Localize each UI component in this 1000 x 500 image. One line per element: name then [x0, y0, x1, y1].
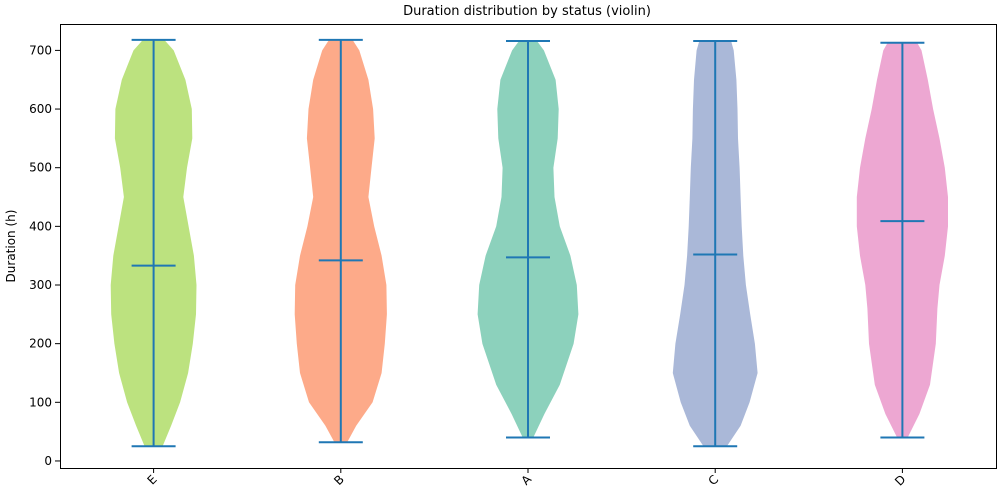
- x-tick-label: D: [892, 472, 908, 488]
- x-tick-label: C: [705, 472, 721, 488]
- y-axis: 0 100 200 300 400 500 600 700: [29, 43, 60, 468]
- y-tick-label: 600: [29, 102, 52, 116]
- y-axis-label: Duration (h): [4, 210, 18, 283]
- y-tick-label: 0: [44, 454, 52, 468]
- y-tick-label: 200: [29, 337, 52, 351]
- x-tick-label: E: [144, 472, 159, 487]
- y-tick-label: 500: [29, 161, 52, 175]
- y-tick-label: 700: [29, 43, 52, 57]
- x-tick-label: A: [518, 472, 534, 488]
- y-tick-label: 100: [29, 395, 52, 409]
- chart-title: Duration distribution by status (violin): [403, 4, 651, 19]
- y-tick-label: 400: [29, 219, 52, 233]
- x-tick-label: B: [331, 472, 347, 488]
- y-tick-label: 300: [29, 278, 52, 292]
- axes-frame: [60, 24, 997, 469]
- plot-area: [110, 38, 948, 448]
